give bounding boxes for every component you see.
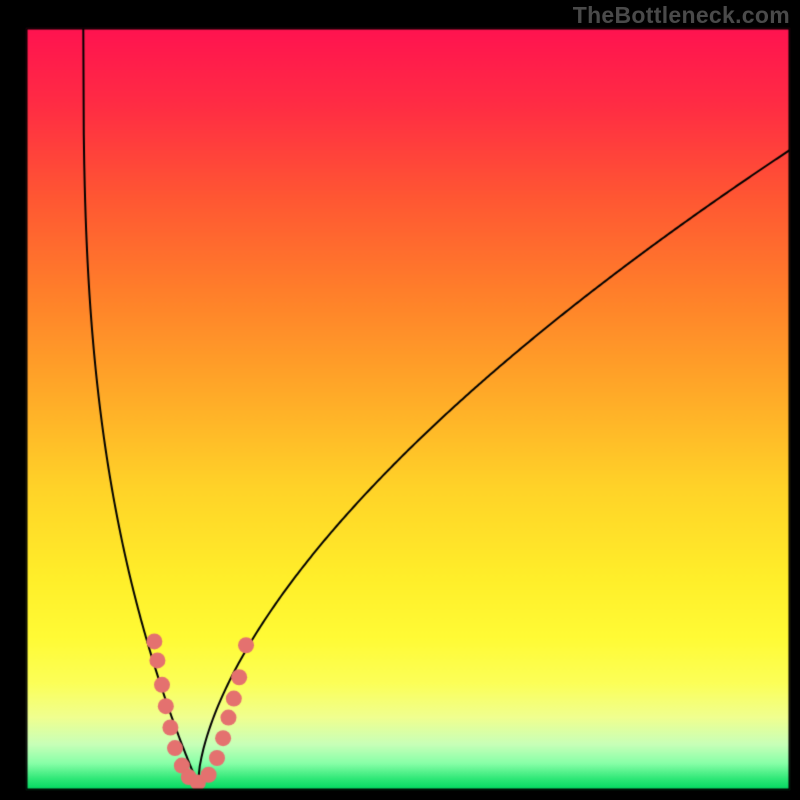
chart-stage: TheBottleneck.com <box>0 0 800 800</box>
watermark-text: TheBottleneck.com <box>573 2 790 29</box>
bottleneck-curve <box>0 0 800 800</box>
